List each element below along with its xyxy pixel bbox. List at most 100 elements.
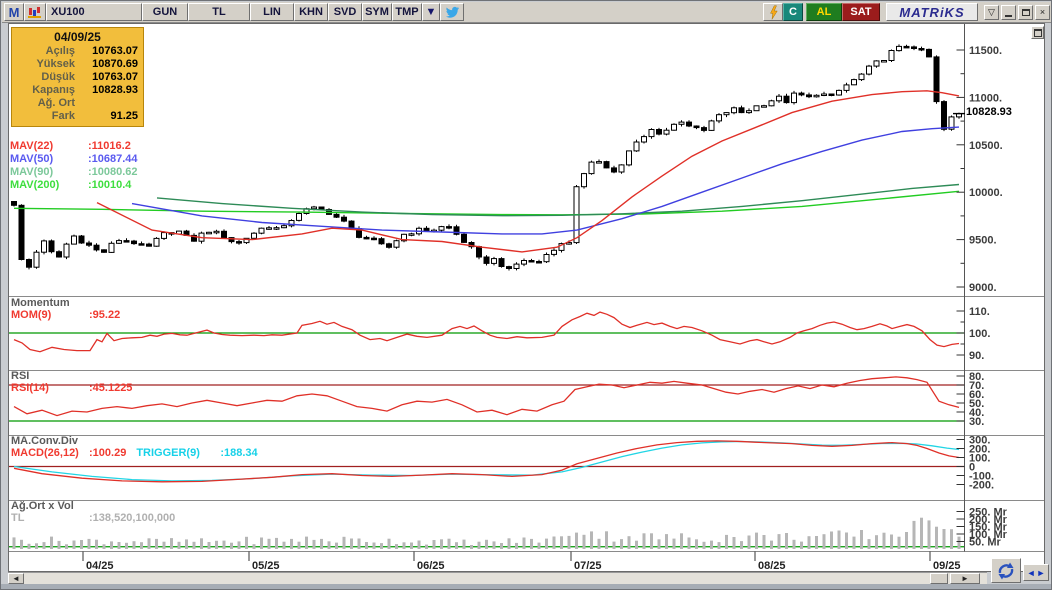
- legend-row: MAV(50) :10687.44: [10, 153, 138, 166]
- pane-maximize-icon: [1033, 28, 1042, 37]
- svg-text:200. Mr: 200. Mr: [969, 514, 1008, 526]
- symbol-field[interactable]: XU100: [46, 3, 142, 21]
- mav200-line: [13, 190, 960, 216]
- macd-value: :100.29: [89, 447, 127, 459]
- rsi-title: RSI: [11, 370, 30, 382]
- svg-text:40.: 40.: [969, 407, 984, 419]
- sym-button[interactable]: SYM: [362, 3, 392, 21]
- bar-navigation: ◄ ►: [1023, 564, 1049, 581]
- momentum-title: Momentum: [11, 297, 70, 309]
- app-logo[interactable]: M: [4, 3, 24, 21]
- momentum-header: Momentum MOM(9):95.22: [11, 297, 120, 321]
- svg-text:110.: 110.: [969, 306, 990, 318]
- minimize-button[interactable]: [1001, 4, 1016, 20]
- rsi-indicator: RSI(14): [11, 382, 49, 394]
- buy-button[interactable]: AL: [806, 3, 842, 21]
- mav22-line: [96, 90, 960, 253]
- scroll-right-button[interactable]: ►: [950, 573, 980, 584]
- svg-text:30.: 30.: [969, 416, 984, 428]
- macd-title: MA.Conv.Div: [11, 435, 79, 447]
- trigger-value: :188.34: [220, 447, 258, 459]
- twitter-button[interactable]: [440, 3, 464, 21]
- svg-text:50.: 50.: [969, 398, 984, 410]
- volume-indicator: TL: [11, 512, 25, 524]
- close-icon: ×: [1039, 7, 1046, 17]
- mav90-line: [156, 183, 960, 217]
- macd-indicator: MACD(26,12): [11, 447, 79, 459]
- currency-button[interactable]: TL: [188, 3, 250, 21]
- pane-maximize-button[interactable]: [1031, 26, 1044, 39]
- svg-text:0: 0: [969, 462, 975, 474]
- nav-left-button[interactable]: ◄: [1027, 568, 1036, 578]
- info-label: Kapanış: [32, 84, 75, 96]
- maximize-button[interactable]: [1018, 4, 1033, 20]
- svg-text:100. Mr: 100. Mr: [969, 529, 1008, 541]
- rollup-button[interactable]: ▽: [984, 4, 999, 20]
- candles: [11, 44, 962, 271]
- legend-label: MAV(22): [10, 140, 54, 152]
- sync-arrows-icon: [998, 562, 1014, 579]
- nav-right-button[interactable]: ►: [1037, 568, 1046, 578]
- period-button[interactable]: GUN: [142, 3, 188, 21]
- scroll-right-icon: ►: [961, 574, 969, 583]
- svg-text:150. Mr: 150. Mr: [969, 522, 1008, 534]
- dropdown-button[interactable]: ▼: [422, 3, 440, 21]
- svg-text:06/25: 06/25: [417, 560, 445, 571]
- rsi-value: :45.1225: [89, 382, 133, 394]
- macd-line: [13, 440, 960, 483]
- svg-text:9000.: 9000.: [969, 282, 997, 294]
- svg-text:100.: 100.: [969, 328, 990, 340]
- ohlc-info-box: 04/09/25 Açılış 10763.07 Yüksek 10870.69 D…: [11, 27, 144, 127]
- horizontal-scrollbar[interactable]: ◄ ►: [8, 572, 987, 585]
- chart-type-icon[interactable]: [24, 3, 46, 21]
- last-price-tag: 10828.93: [965, 106, 1013, 118]
- info-value: [83, 97, 138, 110]
- info-label: Ağ. Ort: [37, 97, 75, 109]
- legend-label: MAV(200): [10, 179, 60, 191]
- momentum-line: [13, 311, 960, 353]
- sell-button[interactable]: SAT: [842, 3, 880, 21]
- scroll-left-button[interactable]: ◄: [8, 573, 24, 584]
- minimize-icon: [1005, 14, 1012, 17]
- close-button[interactable]: ×: [1035, 4, 1050, 20]
- c-button[interactable]: C: [783, 3, 803, 21]
- chart-surface[interactable]: 11500. 11000. 10500. 10000. 9500. 9000. 110. 10…: [8, 23, 1045, 572]
- legend-label: MAV(90): [10, 166, 54, 178]
- tmp-button[interactable]: TMP: [392, 3, 422, 21]
- lightning-icon: [769, 5, 778, 19]
- toolbar-right-group: C AL SAT MATRiKS ▽ ×: [763, 3, 1050, 21]
- info-value: 10828.93: [92, 84, 138, 96]
- svg-text:08/25: 08/25: [758, 560, 786, 571]
- svg-text:04/25: 04/25: [86, 560, 114, 571]
- rollup-icon: ▽: [988, 6, 995, 17]
- refresh-button[interactable]: [991, 558, 1021, 583]
- scale-button[interactable]: LIN: [250, 3, 294, 21]
- svg-text:50. Mr: 50. Mr: [969, 537, 1002, 549]
- volume-bars: [12, 517, 961, 549]
- info-value: 10763.07: [92, 45, 138, 57]
- mav50-line: [131, 126, 960, 235]
- svd-button[interactable]: SVD: [328, 3, 362, 21]
- info-value: 10763.07: [92, 71, 138, 83]
- flash-button[interactable]: [763, 3, 783, 21]
- rsi-line: [13, 376, 960, 417]
- khn-button[interactable]: KHN: [294, 3, 328, 21]
- info-label: Düşük: [41, 71, 75, 83]
- legend-label: MAV(50): [10, 153, 54, 165]
- svg-text:10500.: 10500.: [969, 140, 1003, 152]
- twitter-bird-icon: [445, 6, 459, 18]
- maximize-icon: [1021, 8, 1030, 16]
- svg-text:05/25: 05/25: [252, 560, 280, 571]
- rsi-header: RSI RSI(14) :45.1225: [11, 370, 132, 394]
- info-value: 91.25: [110, 110, 138, 122]
- window-bottom-edge: [1, 584, 1051, 589]
- toolbar: M XU100 GUN TL LIN KHN SVD SYM TMP ▼: [2, 2, 1051, 23]
- scroll-thumb[interactable]: [930, 573, 948, 584]
- svg-text:60.: 60.: [969, 389, 984, 401]
- legend-value: :10687.44: [88, 153, 138, 165]
- svg-text:07/25: 07/25: [574, 560, 602, 571]
- info-label: Açılış: [45, 45, 75, 57]
- svg-text:100.: 100.: [969, 453, 990, 465]
- chart-canvas[interactable]: 11500. 11000. 10500. 10000. 9500. 9000. 110. 10…: [9, 24, 1044, 571]
